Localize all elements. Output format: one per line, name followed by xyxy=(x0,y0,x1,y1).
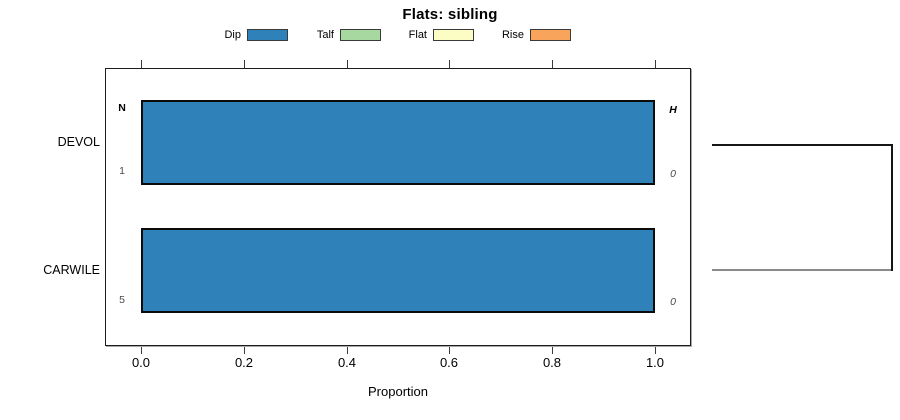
legend-item-rise: Rise xyxy=(494,27,571,42)
anno-carwile-left-bottom: 5 xyxy=(119,294,125,306)
plot-area xyxy=(105,68,691,346)
x-tick-label-0.0: 0.0 xyxy=(131,355,151,370)
bracket-join-line xyxy=(891,144,893,271)
anno-carwile-right-bottom: 0 xyxy=(670,296,676,308)
legend-swatch-flat xyxy=(433,28,474,41)
top-tick-0.6 xyxy=(449,60,450,68)
bar-carwile xyxy=(141,228,655,313)
legend-item-talf: Talf xyxy=(304,27,381,42)
top-tick-0.8 xyxy=(552,60,553,68)
x-tick-label-0.8: 0.8 xyxy=(542,355,562,370)
bottom-tick-0.8 xyxy=(552,347,553,354)
x-axis-title: Proportion xyxy=(368,384,428,399)
legend-label-dip: Dip xyxy=(224,28,241,41)
top-tick-0.0 xyxy=(141,60,142,68)
legend-swatch-dip xyxy=(247,28,288,41)
bracket-line-devol xyxy=(712,144,893,146)
x-tick-label-0.4: 0.4 xyxy=(337,355,357,370)
legend-item-dip: Dip xyxy=(211,27,288,42)
x-tick-label-0.6: 0.6 xyxy=(439,355,459,370)
top-tick-0.2 xyxy=(244,60,245,68)
legend-swatch-rise xyxy=(530,28,571,41)
anno-devol-left-bottom: 1 xyxy=(119,165,125,177)
legend-label-talf: Talf xyxy=(316,28,334,41)
bar-devol xyxy=(141,100,655,185)
row-label-carwile: CARWILE xyxy=(43,263,100,277)
bracket-line-carwile xyxy=(712,269,893,271)
bottom-tick-1.0 xyxy=(655,347,656,354)
top-tick-1.0 xyxy=(655,60,656,68)
legend-swatch-talf xyxy=(340,28,381,41)
chart-title: Flats: sibling xyxy=(402,6,498,23)
bottom-tick-0.6 xyxy=(449,347,450,354)
bottom-tick-0.2 xyxy=(244,347,245,354)
legend-label-rise: Rise xyxy=(501,28,524,41)
bottom-tick-0.0 xyxy=(141,347,142,354)
top-tick-0.4 xyxy=(347,60,348,68)
bottom-tick-0.4 xyxy=(347,347,348,354)
x-tick-label-1.0: 1.0 xyxy=(645,355,665,370)
x-tick-label-0.2: 0.2 xyxy=(234,355,254,370)
anno-devol-left-top: N xyxy=(118,102,126,114)
anno-devol-right-top: H xyxy=(669,104,677,116)
row-label-devol: DEVOL xyxy=(57,135,100,149)
legend-label-flat: Flat xyxy=(408,28,427,41)
legend-item-flat: Flat xyxy=(397,27,474,42)
anno-devol-right-bottom: 0 xyxy=(670,168,676,180)
